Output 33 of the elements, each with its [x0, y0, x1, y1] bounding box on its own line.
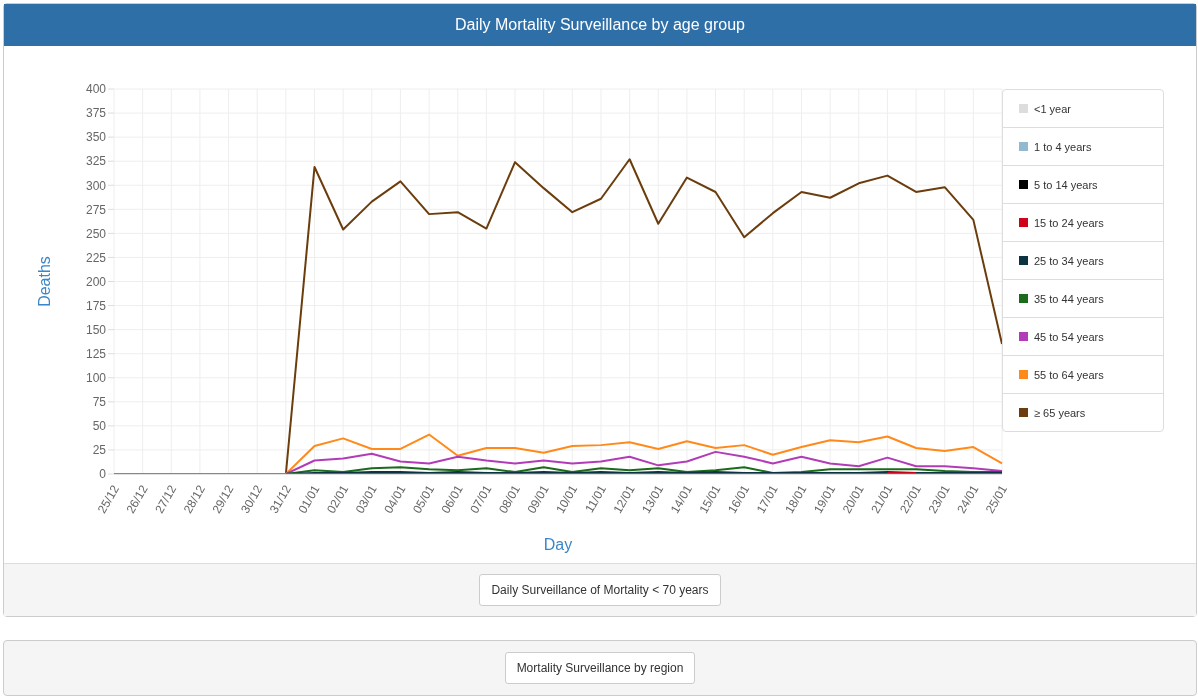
y-tick-label: 0: [99, 467, 107, 482]
legend-label: 45 to 54 years: [1003, 317, 1163, 355]
x-axis-title: Day: [543, 536, 573, 553]
y-tick-label: 275: [85, 202, 107, 217]
y-tick-label: 75: [92, 395, 107, 410]
y-axis-title: Deaths: [35, 256, 53, 307]
text: Daily Surveillance of Mortality < 70 years: [479, 574, 721, 606]
legend-label: <1 year: [1033, 101, 1072, 117]
y-tick-label: 100: [85, 371, 107, 386]
y-tick-label: 400: [85, 82, 107, 97]
y-tick-label: 250: [85, 226, 107, 241]
y-tick-label: 200: [85, 274, 107, 289]
y-tick-label: 50: [92, 419, 107, 434]
legend-label: 5 to 14 years: [1003, 165, 1163, 203]
legend-label: ≥ 65 years: [1003, 393, 1163, 431]
y-tick-label: 225: [85, 250, 107, 265]
chart-title: Daily Mortality Surveillance by age group: [4, 4, 1196, 46]
y-tick-label: 375: [85, 106, 107, 121]
legend-label: 55 to 64 years: [1003, 355, 1163, 393]
y-tick-label: 325: [85, 154, 107, 169]
y-tick-label: 25: [92, 443, 107, 458]
y-tick-label: 350: [85, 130, 107, 145]
legend-label: 35 to 44 years: [1003, 279, 1163, 317]
legend-label: 15 to 24 years: [1003, 203, 1163, 241]
line-series: [284, 450, 1003, 474]
y-tick-label: 175: [85, 298, 107, 313]
y-tick-label: 300: [85, 178, 107, 193]
y-tick-label: 125: [85, 346, 107, 361]
legend-label: 25 to 34 years: [1003, 241, 1163, 279]
text: Mortality Surveillance by region: [504, 652, 696, 684]
y-tick-label: 150: [85, 322, 107, 337]
line-series: [284, 433, 1003, 474]
legend-label: 1 to 4 years: [1003, 127, 1163, 165]
